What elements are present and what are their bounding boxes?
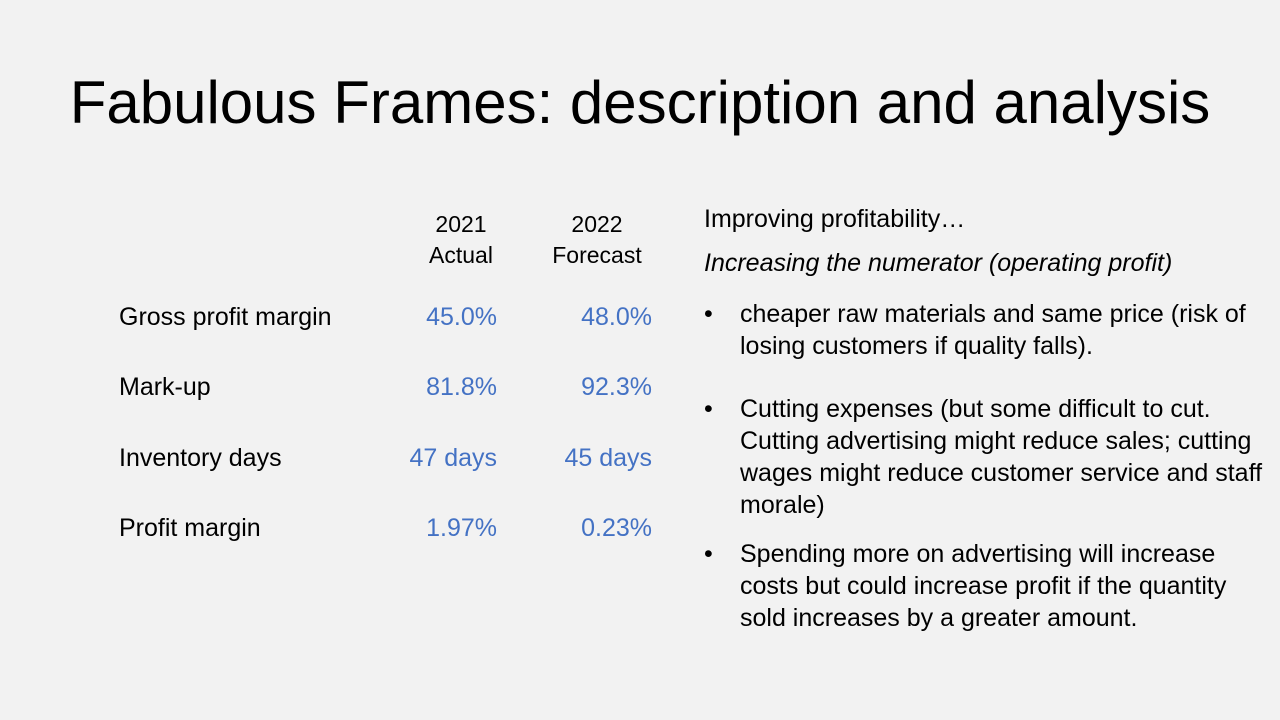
row-label-inventory-days: Inventory days (119, 444, 282, 472)
list-item: • Cutting expenses (but some difficult t… (704, 393, 1264, 521)
value-2022-gross-profit-margin: 48.0% (581, 303, 652, 331)
analysis-heading: Improving profitability… (704, 205, 966, 233)
value-2022-mark-up: 92.3% (581, 373, 652, 401)
list-item: • cheaper raw materials and same price (… (704, 298, 1264, 362)
column-year: 2021 (435, 211, 487, 237)
bullet-glyph: • (704, 300, 713, 328)
analysis-subheading: Increasing the numerator (operating prof… (704, 249, 1173, 277)
bullet-text: cheaper raw materials and same price (ri… (740, 300, 1246, 360)
row-label-profit-margin: Profit margin (119, 514, 261, 542)
bullet-glyph: • (704, 540, 713, 568)
value-2021-gross-profit-margin: 45.0% (426, 303, 497, 331)
value-2021-inventory-days: 47 days (409, 444, 497, 472)
row-label-gross-profit-margin: Gross profit margin (119, 303, 332, 331)
value-2022-inventory-days: 45 days (564, 444, 652, 472)
bullet-glyph: • (704, 395, 713, 423)
bullet-text: Cutting expenses (but some difficult to … (740, 395, 1263, 519)
row-label-mark-up: Mark-up (119, 373, 211, 401)
list-item: • Spending more on advertising will incr… (704, 538, 1264, 634)
slide-title: Fabulous Frames: description and analysi… (69, 69, 1211, 136)
bullet-text: Spending more on advertising will increa… (740, 540, 1227, 632)
column-year: 2022 (571, 211, 623, 237)
column-header-2022: 2022 Forecast (527, 209, 667, 271)
column-header-2021: 2021 Actual (391, 209, 531, 271)
value-2021-profit-margin: 1.97% (426, 514, 497, 542)
value-2021-mark-up: 81.8% (426, 373, 497, 401)
value-2022-profit-margin: 0.23% (581, 514, 652, 542)
column-label: Actual (429, 242, 493, 268)
column-label: Forecast (552, 242, 642, 268)
